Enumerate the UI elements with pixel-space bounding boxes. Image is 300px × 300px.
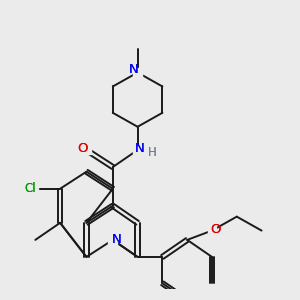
Text: N: N [129, 63, 139, 76]
Text: H: H [148, 146, 157, 159]
Text: O: O [77, 142, 88, 155]
Text: H: H [148, 146, 157, 159]
Text: Cl: Cl [25, 182, 37, 195]
Text: N: N [134, 142, 144, 155]
Bar [208, 226, 216, 235]
Bar [133, 146, 142, 154]
Bar [82, 146, 91, 154]
Text: N: N [112, 233, 122, 246]
Text: O: O [211, 223, 221, 236]
Text: N: N [129, 63, 139, 76]
Text: O: O [211, 223, 221, 236]
Bar [108, 236, 118, 244]
Text: O: O [77, 142, 88, 155]
Text: N: N [112, 233, 122, 246]
Text: Cl: Cl [25, 182, 37, 195]
Bar [133, 68, 142, 77]
Bar [26, 184, 38, 193]
Text: N: N [134, 142, 144, 155]
